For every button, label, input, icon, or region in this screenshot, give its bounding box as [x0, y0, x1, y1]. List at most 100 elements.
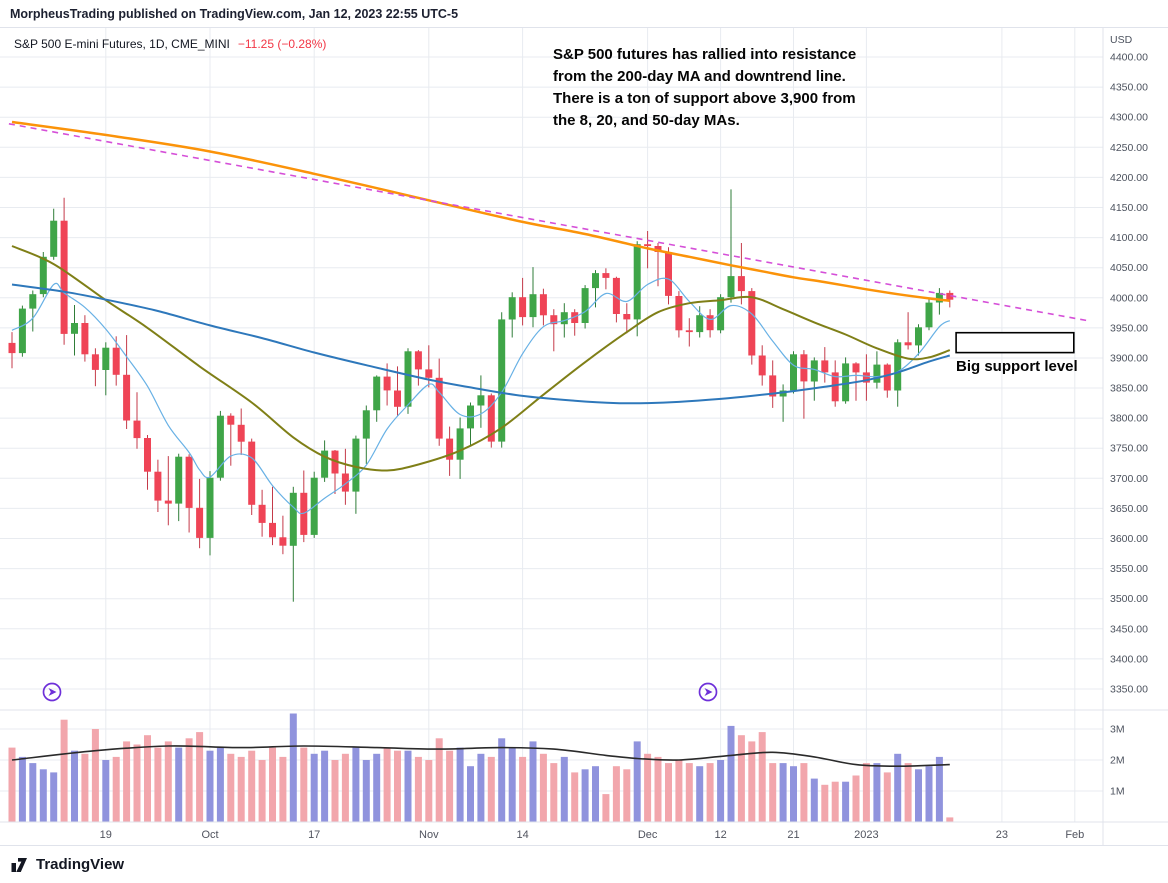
volume-bar[interactable] [883, 772, 891, 822]
candle-body[interactable] [154, 471, 162, 501]
candle-body[interactable] [883, 364, 891, 391]
candle-body[interactable] [915, 327, 922, 346]
volume-bar[interactable] [644, 753, 652, 822]
volume-bar[interactable] [175, 747, 183, 822]
candle-body[interactable] [206, 477, 214, 538]
volume-bar[interactable] [821, 784, 829, 822]
candle-body[interactable] [185, 456, 193, 508]
candle-body[interactable] [550, 315, 558, 325]
volume-bar[interactable] [71, 750, 78, 822]
candle-body[interactable] [727, 276, 735, 298]
volume-bar[interactable] [477, 753, 485, 822]
candlestick-series[interactable] [8, 189, 954, 602]
volume-bar[interactable] [737, 735, 745, 822]
candle-body[interactable] [925, 302, 933, 328]
publish-arrow-icon[interactable] [698, 682, 718, 702]
candle-body[interactable] [560, 312, 568, 325]
chart-canvas[interactable]: USD 3350.00 3400.00 3450.00 3500.00 3550.00 36… [0, 28, 1168, 845]
candle-body[interactable] [446, 438, 454, 460]
candle-body[interactable] [71, 323, 78, 334]
candle-body[interactable] [904, 342, 912, 346]
volume-bar[interactable] [269, 747, 276, 822]
volume-bar[interactable] [696, 766, 704, 822]
candle-body[interactable] [394, 390, 401, 407]
candle-body[interactable] [821, 360, 829, 373]
candle-body[interactable] [175, 456, 183, 504]
volume-bar[interactable] [237, 756, 245, 822]
candle-body[interactable] [539, 294, 547, 316]
candle-body[interactable] [696, 315, 704, 333]
candle-body[interactable] [404, 351, 412, 407]
volume-bar[interactable] [8, 747, 16, 822]
volume-bar[interactable] [904, 763, 912, 822]
volume-ma-line[interactable] [11, 745, 950, 768]
volume-bar[interactable] [550, 763, 558, 822]
candle-body[interactable] [758, 355, 766, 376]
volume-bar[interactable] [706, 763, 714, 822]
volume-bar[interactable] [414, 756, 422, 822]
volume-bar[interactable] [362, 760, 370, 822]
volume-bar[interactable] [800, 763, 808, 822]
volume-bar[interactable] [467, 766, 474, 822]
candle-body[interactable] [581, 288, 589, 323]
volume-bar[interactable] [341, 753, 349, 822]
candle-body[interactable] [237, 424, 245, 442]
candle-body[interactable] [91, 354, 99, 370]
volume-bar[interactable] [352, 747, 360, 822]
candle-body[interactable] [102, 347, 110, 370]
tradingview-link[interactable]: TradingView [10, 855, 124, 875]
volume-bar[interactable] [321, 750, 329, 822]
volume-bar[interactable] [435, 738, 443, 822]
candle-body[interactable] [112, 347, 120, 375]
volume-bar[interactable] [560, 756, 568, 822]
candle-body[interactable] [592, 273, 599, 289]
candle-body[interactable] [675, 296, 683, 331]
candle-body[interactable] [519, 297, 527, 318]
volume-bar[interactable] [539, 753, 547, 822]
volume-bar[interactable] [258, 760, 266, 822]
volume-bar[interactable] [894, 753, 902, 822]
volume-bar[interactable] [675, 760, 683, 822]
ma-20-line[interactable] [11, 245, 951, 472]
volume-bar[interactable] [612, 766, 620, 822]
volume-bar[interactable] [581, 769, 589, 822]
volume-bar[interactable] [727, 725, 735, 822]
candle-body[interactable] [248, 441, 256, 505]
candle-body[interactable] [216, 415, 224, 478]
candle-body[interactable] [321, 450, 329, 478]
volume-bar[interactable] [164, 741, 172, 822]
volume-bar[interactable] [60, 719, 68, 822]
volume-bar[interactable] [508, 747, 516, 822]
volume-bar[interactable] [456, 747, 464, 822]
candle-body[interactable] [289, 492, 297, 546]
volume-bar[interactable] [852, 775, 860, 823]
volume-bar[interactable] [654, 756, 662, 822]
volume-bar[interactable] [529, 741, 537, 822]
volume-bar[interactable] [862, 763, 870, 822]
volume-bar[interactable] [592, 766, 599, 822]
candle-body[interactable] [123, 374, 131, 421]
candle-body[interactable] [644, 244, 652, 246]
candle-body[interactable] [352, 438, 360, 492]
volume-bar[interactable] [842, 781, 850, 822]
candle-body[interactable] [946, 292, 954, 300]
candle-body[interactable] [508, 297, 516, 320]
candle-body[interactable] [60, 220, 68, 334]
volume-bar[interactable] [50, 772, 58, 822]
volume-bar[interactable] [623, 769, 631, 822]
candle-body[interactable] [831, 372, 839, 402]
volume-bar[interactable] [154, 747, 162, 822]
candle-body[interactable] [8, 342, 16, 354]
candle-body[interactable] [529, 294, 537, 318]
candle-body[interactable] [769, 375, 777, 397]
volume-bar[interactable] [717, 760, 725, 822]
volume-bar[interactable] [310, 753, 318, 822]
candle-body[interactable] [456, 428, 464, 460]
volume-bar[interactable] [633, 741, 641, 822]
candle-body[interactable] [383, 376, 391, 391]
candle-body[interactable] [164, 500, 172, 504]
candle-body[interactable] [196, 507, 204, 538]
volume-bar[interactable] [91, 729, 99, 822]
volume-bar[interactable] [925, 766, 933, 822]
candle-body[interactable] [852, 363, 860, 373]
